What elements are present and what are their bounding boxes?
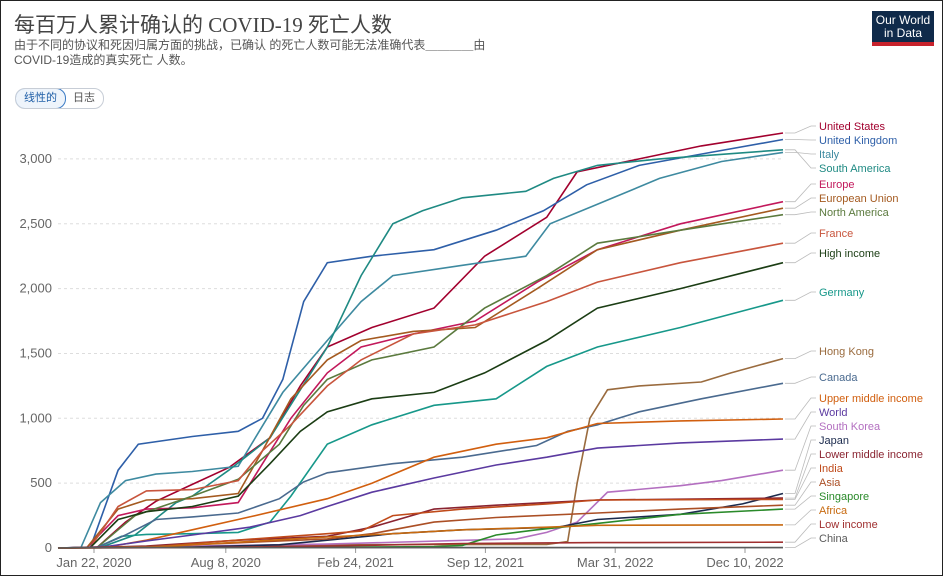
series-line	[57, 149, 784, 549]
series-label: European Union	[819, 193, 899, 205]
label-connector	[785, 467, 816, 500]
logo-line-2: in Data	[883, 26, 923, 40]
series-label: Italy	[819, 149, 840, 161]
label-connector	[785, 481, 816, 506]
series-line	[57, 438, 784, 549]
series-line	[57, 207, 784, 549]
series-label: Singapore	[819, 491, 869, 503]
series-label: Europe	[819, 179, 854, 191]
series-label: High income	[819, 248, 880, 260]
series-label: India	[819, 463, 844, 475]
linear-scale-button[interactable]: 线性的	[16, 89, 66, 108]
series-label: Germany	[819, 287, 865, 299]
y-tick-label: 3,000	[19, 151, 52, 166]
y-tick-label: 2,000	[19, 281, 52, 296]
y-tick-label: 1,500	[19, 345, 52, 360]
y-tick-label: 2,500	[19, 216, 52, 231]
x-tick-label: Sep 12, 2021	[447, 555, 524, 570]
label-connector	[785, 252, 816, 264]
series-line	[57, 138, 784, 549]
series-line	[57, 469, 784, 549]
series-line	[57, 382, 784, 549]
series-label: South Korea	[819, 421, 881, 433]
x-tick-label: Dec 10, 2022	[706, 555, 783, 570]
series-label: Upper middle income	[819, 393, 923, 405]
label-connector	[785, 350, 816, 360]
series-line	[57, 200, 784, 549]
label-connector	[785, 149, 816, 169]
y-tick-label: 500	[30, 475, 52, 490]
series-line	[57, 508, 784, 549]
series-label: North America	[819, 207, 890, 219]
series-line	[57, 151, 784, 549]
series-label: South America	[819, 163, 891, 175]
x-tick-label: Mar 31, 2022	[577, 555, 654, 570]
label-connector	[785, 425, 816, 471]
series-line	[57, 242, 784, 549]
y-tick-label: 1,000	[19, 410, 52, 425]
label-connector	[785, 291, 816, 301]
label-connector	[785, 139, 816, 141]
label-connector	[785, 509, 816, 526]
label-connector	[785, 183, 816, 203]
series-label: Africa	[819, 505, 848, 517]
series-label: Hong Kong	[819, 346, 874, 358]
label-connector	[785, 453, 816, 499]
series-label: United Kingdom	[819, 135, 897, 147]
label-connector	[785, 411, 816, 440]
series-line	[57, 299, 784, 549]
series-line	[57, 213, 784, 549]
series-label: Japan	[819, 435, 849, 447]
series-label: Lower middle income	[819, 449, 923, 461]
x-tick-label: Feb 24, 2021	[317, 555, 394, 570]
label-connector	[785, 232, 816, 244]
log-scale-button[interactable]: 日志	[73, 92, 95, 104]
series-line	[57, 546, 783, 549]
scale-toggle[interactable]: 线性的 日志	[15, 88, 104, 109]
y-tick-label: 0	[45, 540, 52, 555]
series-label: China	[819, 533, 849, 545]
series-line	[57, 498, 784, 549]
series-line	[57, 492, 784, 549]
label-connector	[785, 495, 816, 510]
series-label: France	[819, 228, 853, 240]
series-label: Asia	[819, 477, 841, 489]
label-connector	[785, 397, 816, 420]
series-label: Canada	[819, 372, 858, 384]
label-connector	[785, 197, 816, 209]
chart-title: 每百万人累计确认的 COVID-19 死亡人数	[14, 13, 392, 37]
series-line	[57, 357, 784, 549]
x-tick-label: Jan 22, 2020	[56, 555, 131, 570]
series-label: United States	[819, 121, 886, 133]
label-connector	[785, 439, 816, 494]
series-label: Low income	[819, 519, 878, 531]
label-connector	[785, 125, 816, 134]
series-line	[57, 524, 784, 549]
x-tick-label: Aug 8, 2020	[191, 555, 261, 570]
logo-line-1: Our World	[875, 13, 931, 27]
label-connector	[785, 523, 816, 543]
label-connector	[785, 537, 816, 548]
series-line	[57, 261, 784, 549]
label-connector	[785, 376, 816, 384]
label-connector	[785, 151, 816, 155]
logo-accent-bar	[872, 42, 934, 46]
series-label: World	[819, 407, 848, 419]
owid-logo[interactable]: Our World in Data	[872, 11, 934, 46]
chart-subtitle: 由于不同的协议和死因归属方面的挑战，已确认 的死亡人数可能无法准确代表＿＿＿＿由…	[14, 38, 486, 67]
label-connector	[785, 211, 816, 216]
